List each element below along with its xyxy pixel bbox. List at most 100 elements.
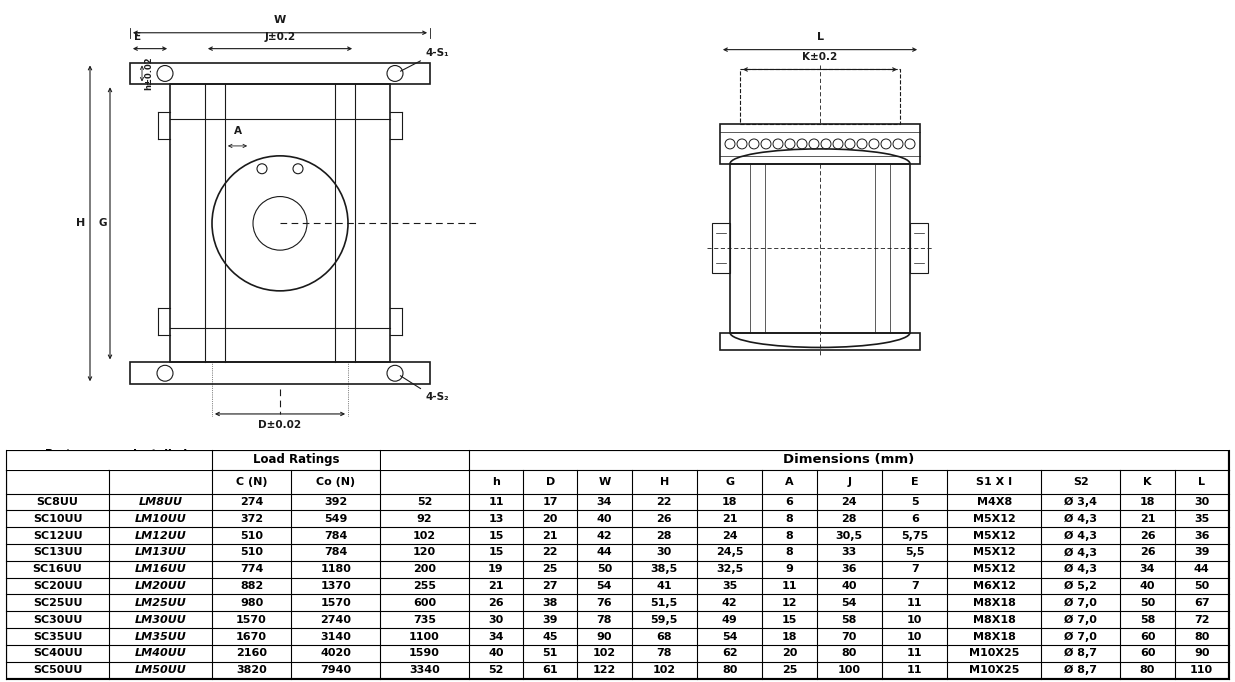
Text: 11: 11 (488, 497, 504, 507)
Text: J: J (847, 477, 851, 486)
Text: 4-S₂: 4-S₂ (425, 392, 448, 402)
Text: M5X12: M5X12 (973, 564, 1015, 574)
Text: 26: 26 (1140, 531, 1155, 541)
Text: M8X18: M8X18 (973, 632, 1015, 642)
Text: W: W (598, 477, 610, 486)
Text: L: L (816, 31, 824, 42)
Text: SC40UU: SC40UU (33, 649, 83, 658)
Text: 28: 28 (657, 531, 672, 541)
Text: 510: 510 (240, 548, 263, 557)
Bar (910, 224, 927, 273)
Text: Ø 3,4: Ø 3,4 (1065, 496, 1097, 507)
Text: 735: 735 (412, 614, 436, 625)
Text: 1100: 1100 (409, 632, 440, 642)
Text: 50: 50 (1140, 598, 1155, 608)
Bar (713, 224, 730, 273)
Text: SC25UU: SC25UU (33, 598, 83, 608)
Text: H: H (75, 218, 85, 228)
Text: 58: 58 (841, 614, 857, 625)
Text: SC10UU: SC10UU (33, 514, 83, 524)
Text: 27: 27 (542, 581, 558, 591)
Text: 122: 122 (593, 665, 616, 675)
Text: 26: 26 (657, 514, 672, 524)
Text: 21: 21 (1140, 514, 1155, 524)
Text: 34: 34 (597, 497, 613, 507)
Text: 30,5: 30,5 (836, 531, 863, 541)
Text: D: D (546, 477, 555, 486)
Text: 90: 90 (597, 632, 613, 642)
Text: 5: 5 (911, 497, 919, 507)
Text: 39: 39 (1194, 548, 1209, 557)
Text: A: A (785, 477, 794, 486)
Text: 38,5: 38,5 (651, 564, 678, 574)
Text: 200: 200 (412, 564, 436, 574)
Text: 1670: 1670 (236, 632, 267, 642)
Text: 38: 38 (542, 598, 558, 608)
Text: LM13UU: LM13UU (135, 548, 186, 557)
Text: 49: 49 (721, 614, 737, 625)
Text: 36: 36 (1194, 531, 1209, 541)
Text: 4020: 4020 (320, 649, 351, 658)
Bar (130, 63, 430, 85)
Text: G: G (725, 477, 735, 486)
Text: 5,75: 5,75 (902, 531, 929, 541)
Text: 18: 18 (722, 497, 737, 507)
Text: 9: 9 (785, 564, 793, 574)
Text: 35: 35 (1194, 514, 1209, 524)
Text: 11: 11 (906, 649, 923, 658)
Text: 600: 600 (412, 598, 436, 608)
Text: 54: 54 (841, 598, 857, 608)
Text: M10X25: M10X25 (969, 665, 1019, 675)
Text: 11: 11 (906, 665, 923, 675)
Text: 102: 102 (412, 531, 436, 541)
Text: G: G (99, 218, 107, 228)
Text: Installed
L/B: Installed L/B (133, 449, 188, 471)
Text: 7: 7 (911, 564, 919, 574)
Text: 40: 40 (597, 514, 613, 524)
Text: 24,5: 24,5 (716, 548, 743, 557)
Text: LM20UU: LM20UU (135, 581, 186, 591)
Text: 8: 8 (785, 531, 793, 541)
Text: 51,5: 51,5 (651, 598, 678, 608)
Text: 549: 549 (324, 514, 347, 524)
Text: Part
Number: Part Number (33, 449, 83, 471)
Text: SC13UU: SC13UU (33, 548, 83, 557)
Text: 510: 510 (240, 531, 263, 541)
Text: 50: 50 (597, 564, 613, 574)
Text: 102: 102 (652, 665, 676, 675)
Text: 90: 90 (1194, 649, 1209, 658)
Text: LM40UU: LM40UU (135, 649, 186, 658)
Text: 35: 35 (722, 581, 737, 591)
Text: 40: 40 (1140, 581, 1155, 591)
Text: 33: 33 (842, 548, 857, 557)
Text: 4-S₁: 4-S₁ (425, 48, 448, 57)
Text: 54: 54 (597, 581, 613, 591)
Bar (720, 333, 920, 351)
Text: 61: 61 (542, 665, 558, 675)
Text: M4X8: M4X8 (977, 497, 1011, 507)
Text: Ø 5,2: Ø 5,2 (1065, 581, 1097, 591)
Text: LM8UU: LM8UU (138, 497, 183, 507)
Text: 15: 15 (782, 614, 797, 625)
Text: 7: 7 (911, 581, 919, 591)
Text: 52: 52 (488, 665, 504, 675)
Text: 68: 68 (657, 632, 672, 642)
Text: 110: 110 (1191, 665, 1213, 675)
Text: 5,5: 5,5 (905, 548, 925, 557)
Text: 10: 10 (906, 632, 923, 642)
Text: h±0.02: h±0.02 (144, 57, 153, 90)
Text: 80: 80 (1194, 632, 1209, 642)
Text: 24: 24 (721, 531, 737, 541)
Bar (130, 362, 430, 384)
Text: 6: 6 (785, 497, 793, 507)
Text: M10X25: M10X25 (969, 649, 1019, 658)
Text: E: E (911, 477, 919, 486)
Text: 100: 100 (837, 665, 861, 675)
Text: 30: 30 (657, 548, 672, 557)
Text: LM35UU: LM35UU (135, 632, 186, 642)
Text: 18: 18 (1140, 497, 1155, 507)
Text: 80: 80 (841, 649, 857, 658)
Text: Ø 4,3: Ø 4,3 (1065, 547, 1097, 558)
Text: E: E (135, 31, 141, 42)
Text: Ø 4,3: Ø 4,3 (1065, 564, 1097, 574)
